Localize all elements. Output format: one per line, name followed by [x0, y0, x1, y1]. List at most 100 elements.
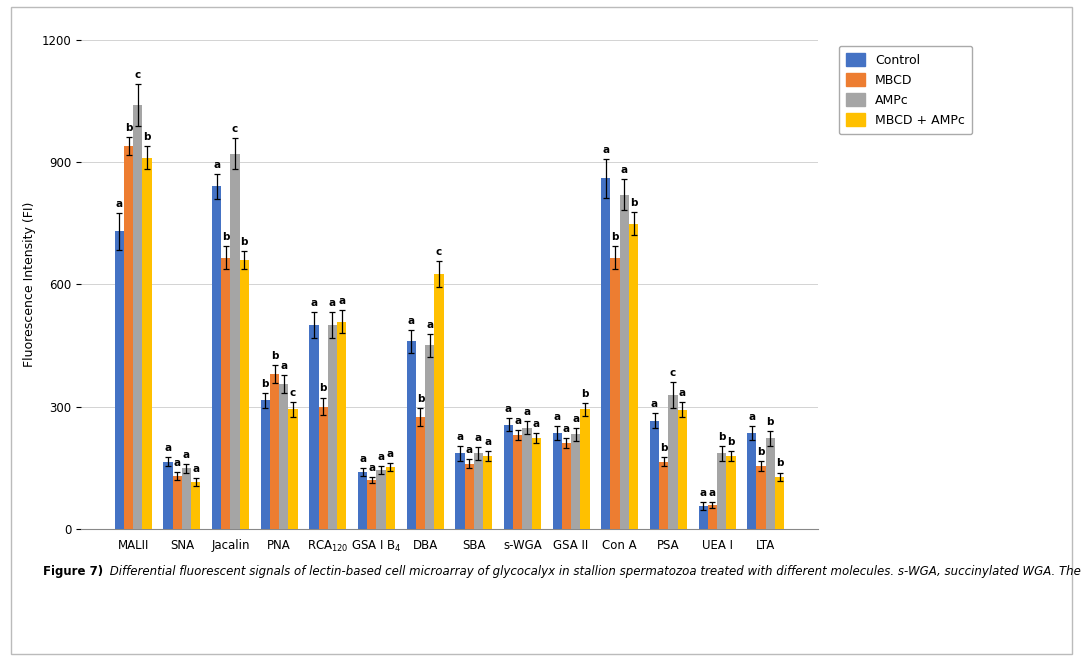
Text: a: a: [563, 424, 570, 434]
Bar: [727, 456, 735, 529]
Bar: [483, 456, 493, 529]
Bar: [747, 433, 756, 529]
Bar: [522, 428, 532, 529]
Text: b: b: [261, 379, 269, 389]
Text: b: b: [240, 237, 248, 247]
Text: a: a: [378, 451, 384, 461]
Bar: [426, 346, 434, 529]
Text: a: a: [748, 412, 756, 422]
Bar: [611, 258, 619, 529]
Bar: [288, 409, 298, 529]
Text: a: a: [165, 443, 171, 453]
Bar: [221, 258, 231, 529]
Text: b: b: [767, 417, 774, 427]
Bar: [406, 341, 416, 529]
Bar: [513, 435, 522, 529]
Bar: [386, 467, 395, 529]
Text: a: a: [183, 449, 190, 459]
Text: a: a: [572, 414, 579, 424]
Bar: [580, 409, 589, 529]
Bar: [367, 480, 377, 529]
Bar: [504, 425, 513, 529]
Text: a: a: [368, 463, 376, 473]
Bar: [473, 453, 483, 529]
Text: a: a: [523, 407, 531, 417]
Bar: [358, 472, 367, 529]
Bar: [699, 506, 708, 529]
Text: a: a: [116, 199, 122, 209]
Y-axis label: Fluorescence Intensity (FI): Fluorescence Intensity (FI): [23, 202, 36, 367]
Bar: [465, 463, 473, 529]
Bar: [143, 158, 152, 529]
Bar: [650, 421, 660, 529]
Bar: [164, 461, 172, 529]
Text: a: a: [505, 405, 512, 414]
Text: a: a: [553, 412, 561, 422]
Text: Figure 7): Figure 7): [43, 565, 104, 578]
Bar: [766, 438, 775, 529]
Text: b: b: [417, 394, 425, 404]
Bar: [532, 438, 540, 529]
Text: b: b: [757, 447, 765, 457]
Text: a: a: [427, 320, 433, 330]
Text: c: c: [670, 368, 676, 378]
Text: a: a: [192, 464, 199, 474]
Bar: [279, 384, 288, 529]
Text: b: b: [630, 198, 638, 208]
Text: c: c: [134, 69, 141, 79]
Bar: [629, 224, 638, 529]
Bar: [337, 322, 347, 529]
Bar: [668, 395, 678, 529]
Text: c: c: [290, 388, 296, 398]
Bar: [416, 416, 426, 529]
Bar: [552, 433, 562, 529]
Text: a: a: [407, 316, 415, 326]
Bar: [270, 374, 279, 529]
Bar: [377, 470, 386, 529]
Bar: [660, 461, 668, 529]
Text: Differential fluorescent signals of lectin-based cell microarray of glycocalyx i: Differential fluorescent signals of lect…: [106, 565, 1083, 578]
Bar: [708, 505, 717, 529]
Text: b: b: [775, 459, 783, 469]
Text: c: c: [435, 247, 442, 257]
Text: a: a: [466, 445, 472, 455]
Text: b: b: [727, 438, 734, 447]
Text: b: b: [582, 389, 589, 399]
Text: a: a: [456, 432, 464, 442]
Bar: [328, 325, 337, 529]
Bar: [619, 194, 629, 529]
Text: a: a: [484, 438, 492, 447]
Text: a: a: [709, 488, 716, 498]
Bar: [191, 482, 200, 529]
Bar: [310, 325, 318, 529]
Text: a: a: [311, 298, 317, 308]
Text: b: b: [612, 232, 618, 242]
Bar: [182, 469, 191, 529]
Bar: [571, 434, 580, 529]
Bar: [231, 154, 239, 529]
Text: a: a: [338, 296, 345, 306]
Legend: Control, MBCD, AMPc, MBCD + AMPc: Control, MBCD, AMPc, MBCD + AMPc: [838, 46, 973, 134]
Text: b: b: [319, 383, 327, 393]
Text: a: a: [651, 399, 658, 409]
Text: c: c: [232, 124, 238, 134]
Bar: [455, 453, 465, 529]
Text: a: a: [387, 449, 394, 459]
Bar: [318, 407, 328, 529]
Bar: [775, 477, 784, 529]
Text: a: a: [280, 361, 287, 371]
Text: a: a: [533, 419, 539, 430]
Text: a: a: [213, 160, 220, 170]
Bar: [133, 105, 143, 529]
Bar: [717, 453, 727, 529]
Bar: [115, 231, 123, 529]
Text: a: a: [621, 165, 628, 175]
Bar: [756, 465, 766, 529]
Bar: [172, 476, 182, 529]
Text: a: a: [474, 433, 482, 443]
Text: a: a: [700, 488, 707, 498]
Bar: [261, 401, 270, 529]
Text: b: b: [718, 432, 726, 442]
Text: b: b: [660, 443, 667, 453]
Bar: [678, 410, 687, 529]
